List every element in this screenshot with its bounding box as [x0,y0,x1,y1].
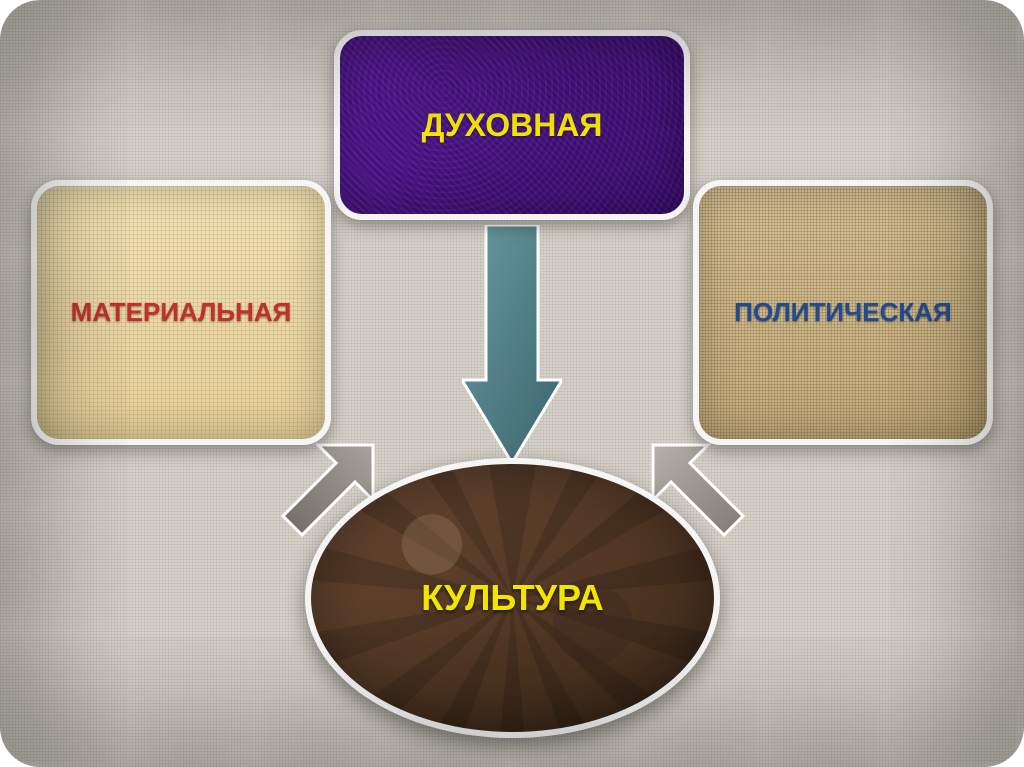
node-spiritual: ДУХОВНАЯ [334,30,690,220]
node-political: ПОЛИТИЧЕСКАЯ [693,180,993,445]
node-material: МАТЕРИАЛЬНАЯ [31,180,331,445]
arrow-top-to-center [462,225,562,465]
node-culture: КУЛЬТУРА [305,458,720,738]
diagram-canvas: ДУХОВНАЯ МАТЕРИАЛЬНАЯ ПОЛИТИЧЕСКАЯ КУЛЬТ… [0,0,1024,767]
